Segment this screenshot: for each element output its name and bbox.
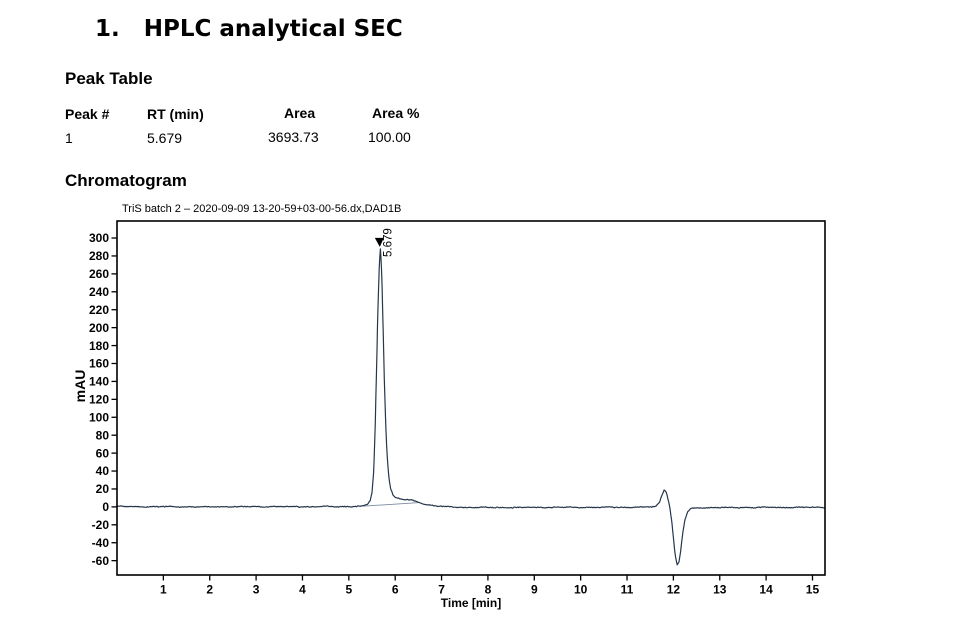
section-title-text: HPLC analytical SEC xyxy=(143,16,403,42)
section-number: 1. xyxy=(95,16,120,42)
x-tick-label: 6 xyxy=(392,583,399,597)
peak-table-heading: Peak Table xyxy=(65,69,153,88)
y-tick-label: 260 xyxy=(89,267,109,281)
col-header-rt: RT (min) xyxy=(147,106,204,122)
x-tick-label: 4 xyxy=(299,583,306,597)
chromatogram-chart: TriS batch 2 – 2020-09-09 13-20-59+03-00… xyxy=(72,203,826,610)
x-tick-label: 2 xyxy=(206,583,213,597)
y-tick-label: 280 xyxy=(89,249,109,263)
y-tick-label: 160 xyxy=(89,357,109,371)
x-tick-label: 3 xyxy=(253,583,260,597)
y-tick-label: 80 xyxy=(96,428,110,442)
y-tick-label: 300 xyxy=(89,231,109,245)
y-tick-label: 140 xyxy=(89,375,109,389)
y-tick-label: 60 xyxy=(96,446,110,460)
x-tick-label: 9 xyxy=(531,583,538,597)
page-title: 1. HPLC analytical SEC xyxy=(95,16,403,42)
x-tick-label: 7 xyxy=(438,583,445,597)
y-tick-label: 100 xyxy=(89,410,109,424)
y-tick-label: 200 xyxy=(89,321,109,335)
y-tick-label: 120 xyxy=(89,393,109,407)
y-tick-label: -40 xyxy=(92,536,110,550)
x-tick-label: 11 xyxy=(621,583,634,597)
x-tick-label: 12 xyxy=(667,583,681,597)
peak-rt-annotation: 5.679 xyxy=(382,228,394,257)
y-tick-label: 220 xyxy=(89,303,109,317)
x-axis: 1 2 3 4 5 6 7 8 9 10 11 12 13 14 15 xyxy=(160,575,819,597)
chart-title: TriS batch 2 – 2020-09-09 13-20-59+03-00… xyxy=(122,203,401,215)
y-tick-label: -60 xyxy=(92,554,110,568)
chromatogram-trace xyxy=(117,248,826,566)
x-tick-label: 14 xyxy=(759,583,773,597)
integration-baseline xyxy=(362,502,420,507)
y-tick-label: -20 xyxy=(92,518,110,532)
x-tick-label: 8 xyxy=(485,583,492,597)
peak-apex-marker-icon xyxy=(374,237,384,247)
plot-frame xyxy=(116,220,826,576)
col-header-area: Area xyxy=(284,105,316,121)
area-pct-value: 100.00 xyxy=(368,129,411,145)
y-axis: -60 -40 -20 0 20 40 60 80 100 120 140 160 180 200 220 2… xyxy=(89,231,117,568)
y-tick-label: 40 xyxy=(96,464,110,478)
col-header-peak-number: Peak # xyxy=(65,106,110,122)
peak-number-value: 1 xyxy=(65,130,73,146)
x-tick-label: 15 xyxy=(806,583,820,597)
y-axis-label: mAU xyxy=(72,370,88,403)
x-tick-label: 10 xyxy=(574,583,588,597)
rt-value: 5.679 xyxy=(147,130,183,146)
y-tick-label: 180 xyxy=(89,339,109,353)
y-tick-label: 20 xyxy=(96,482,110,496)
x-axis-label: Time [min] xyxy=(441,596,501,610)
y-tick-label: 240 xyxy=(89,285,109,299)
area-value: 3693.73 xyxy=(268,129,319,145)
y-tick-label: 0 xyxy=(102,500,109,514)
x-tick-label: 5 xyxy=(345,583,352,597)
chromatogram-heading: Chromatogram xyxy=(65,171,187,190)
x-tick-label: 1 xyxy=(160,583,167,597)
x-tick-label: 13 xyxy=(713,583,727,597)
col-header-area-pct: Area % xyxy=(372,105,420,121)
